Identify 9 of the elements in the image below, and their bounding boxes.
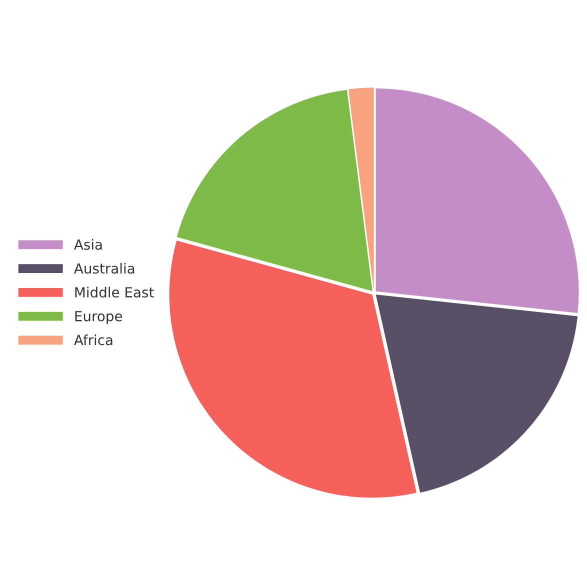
pie-slice [376,294,578,493]
legend-label: Africa [74,334,112,346]
pie-slice [348,88,374,291]
pie-slice [176,90,372,292]
legend-label: Europe [75,311,122,324]
legend-label: Middle East [75,286,154,298]
legend-label: Australia [74,262,134,274]
legend-label: Asia [74,239,102,250]
pie-slice [376,88,579,314]
